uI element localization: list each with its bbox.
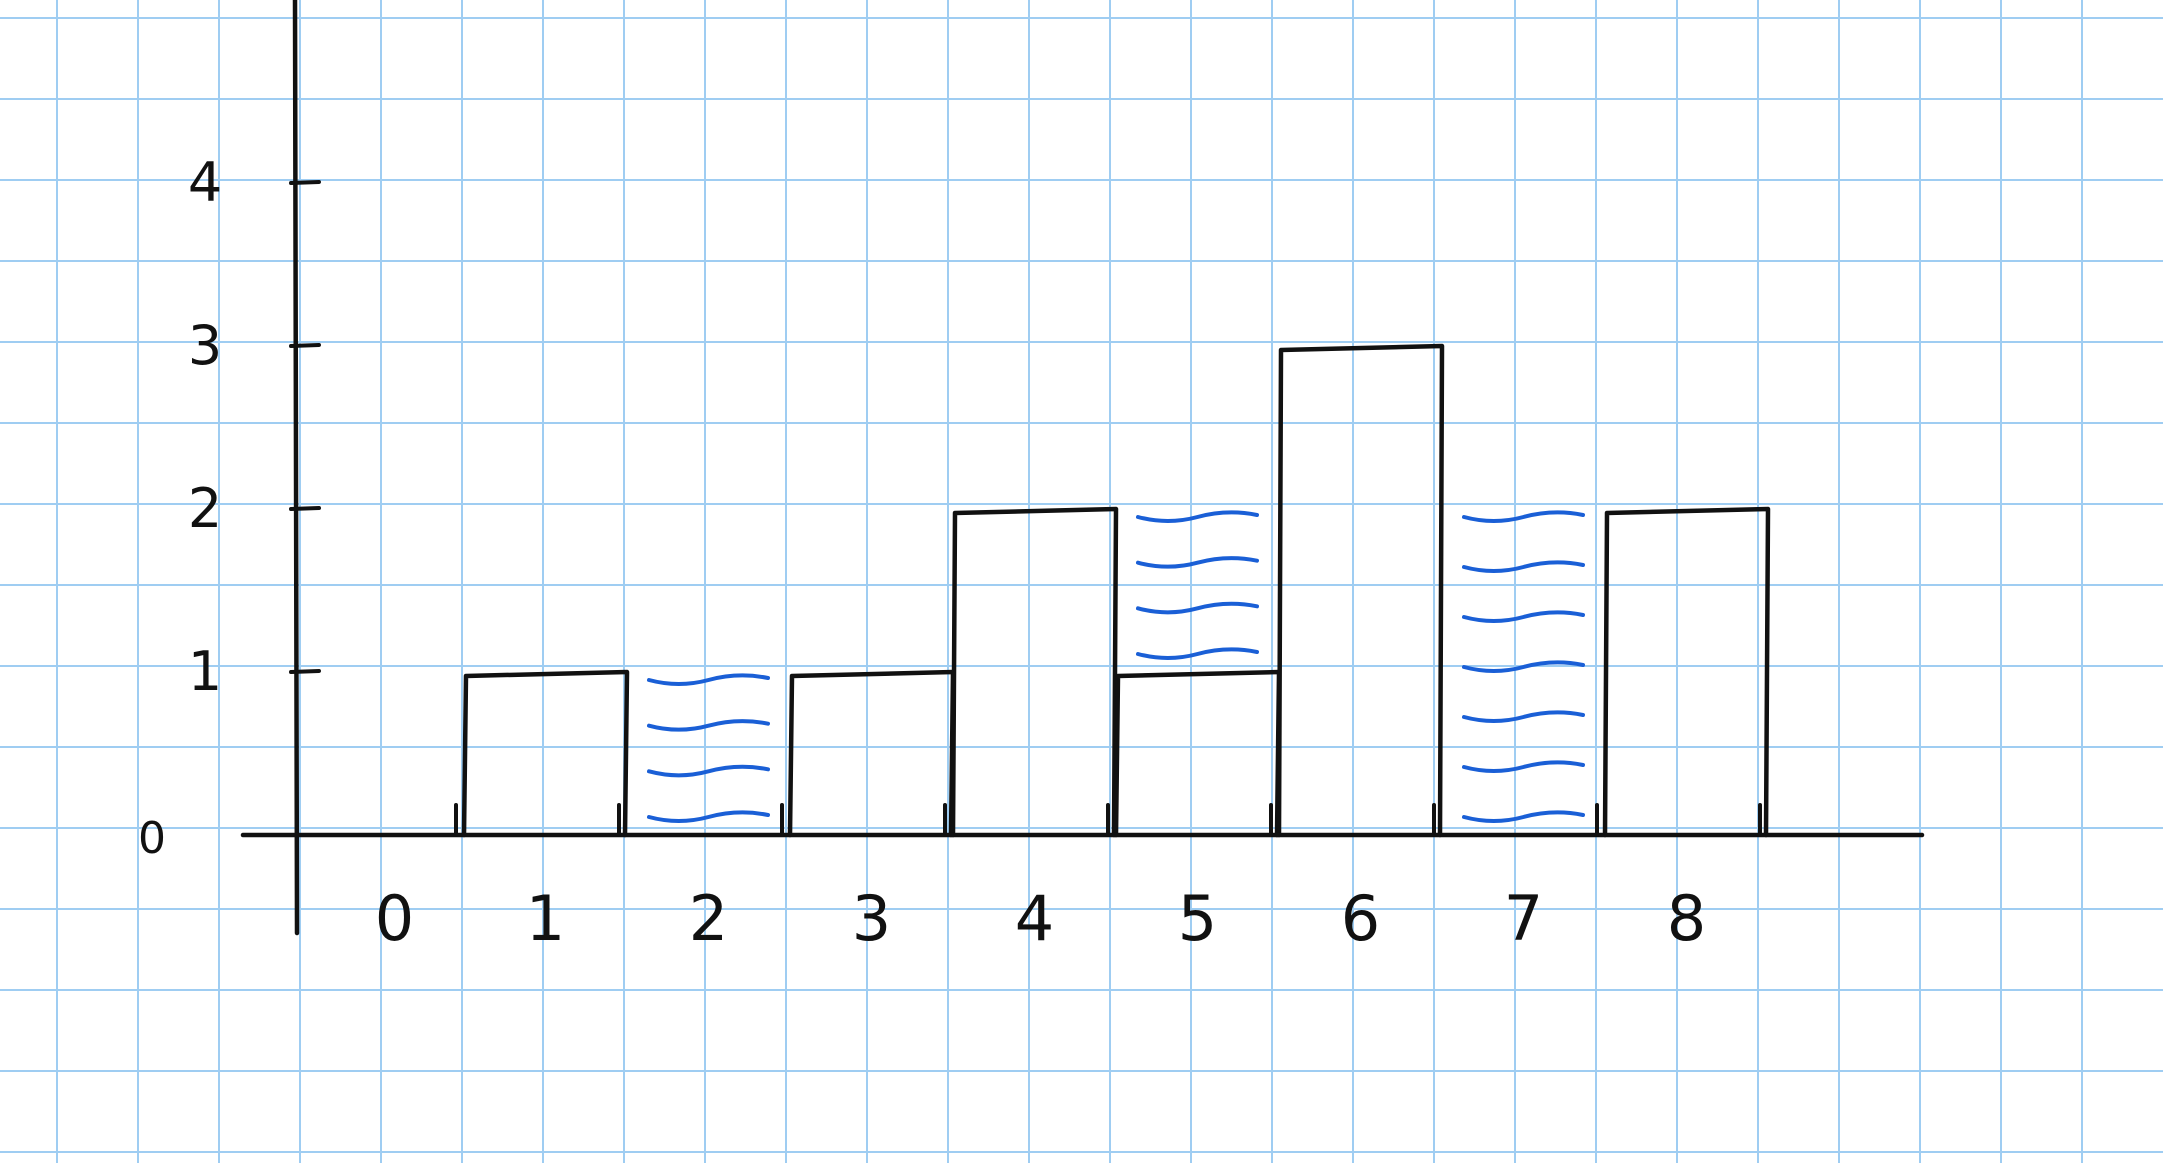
x-tick-label: 6 bbox=[1341, 882, 1380, 955]
water-stroke bbox=[1136, 601, 1259, 615]
water-stroke bbox=[1136, 556, 1259, 569]
y-tick-label: 1 bbox=[188, 640, 222, 703]
x-tick-label: 0 bbox=[375, 882, 414, 955]
axes bbox=[240, 0, 1925, 936]
bar bbox=[1602, 506, 1771, 838]
water-stroke bbox=[1462, 610, 1585, 623]
y-tick-label: 0 bbox=[138, 813, 166, 864]
water-stroke bbox=[1462, 710, 1585, 723]
y-tick-mark bbox=[289, 343, 321, 348]
water-stroke bbox=[1462, 510, 1585, 523]
bar bbox=[787, 669, 956, 838]
x-tick-label: 5 bbox=[1178, 882, 1217, 955]
y-tick-label: 2 bbox=[188, 477, 222, 540]
x-tick-label: 2 bbox=[689, 882, 728, 955]
bar bbox=[461, 669, 630, 838]
water-stroke bbox=[1136, 510, 1259, 523]
labels: 0 1 2 3 4 5 6 7 8 0 1 2 3 4 bbox=[138, 151, 1706, 955]
water-stroke bbox=[647, 810, 770, 823]
x-tick-label: 8 bbox=[1667, 882, 1706, 955]
water-stroke bbox=[1462, 810, 1585, 823]
water-stroke bbox=[647, 673, 770, 686]
x-tick-label: 3 bbox=[852, 882, 891, 955]
bars bbox=[461, 343, 1771, 838]
y-tick-mark bbox=[289, 669, 321, 674]
bar bbox=[1113, 669, 1282, 838]
water-stroke bbox=[647, 764, 770, 778]
water-stroke bbox=[1462, 760, 1585, 773]
y-tick-label: 4 bbox=[188, 151, 222, 214]
y-tick-mark bbox=[289, 180, 321, 185]
water-fill bbox=[647, 510, 1585, 823]
x-tick-label: 4 bbox=[1015, 882, 1054, 955]
water-stroke bbox=[1136, 647, 1259, 660]
y-tick-mark bbox=[289, 506, 321, 511]
bar bbox=[950, 506, 1119, 838]
bar bbox=[1276, 343, 1445, 838]
x-tick-label: 7 bbox=[1504, 882, 1543, 955]
x-tick-label: 1 bbox=[526, 882, 565, 955]
y-axis-line bbox=[292, 0, 300, 936]
water-stroke bbox=[1462, 660, 1585, 673]
y-tick-label: 3 bbox=[188, 314, 222, 377]
water-stroke bbox=[647, 719, 770, 732]
water-stroke bbox=[1462, 560, 1585, 573]
